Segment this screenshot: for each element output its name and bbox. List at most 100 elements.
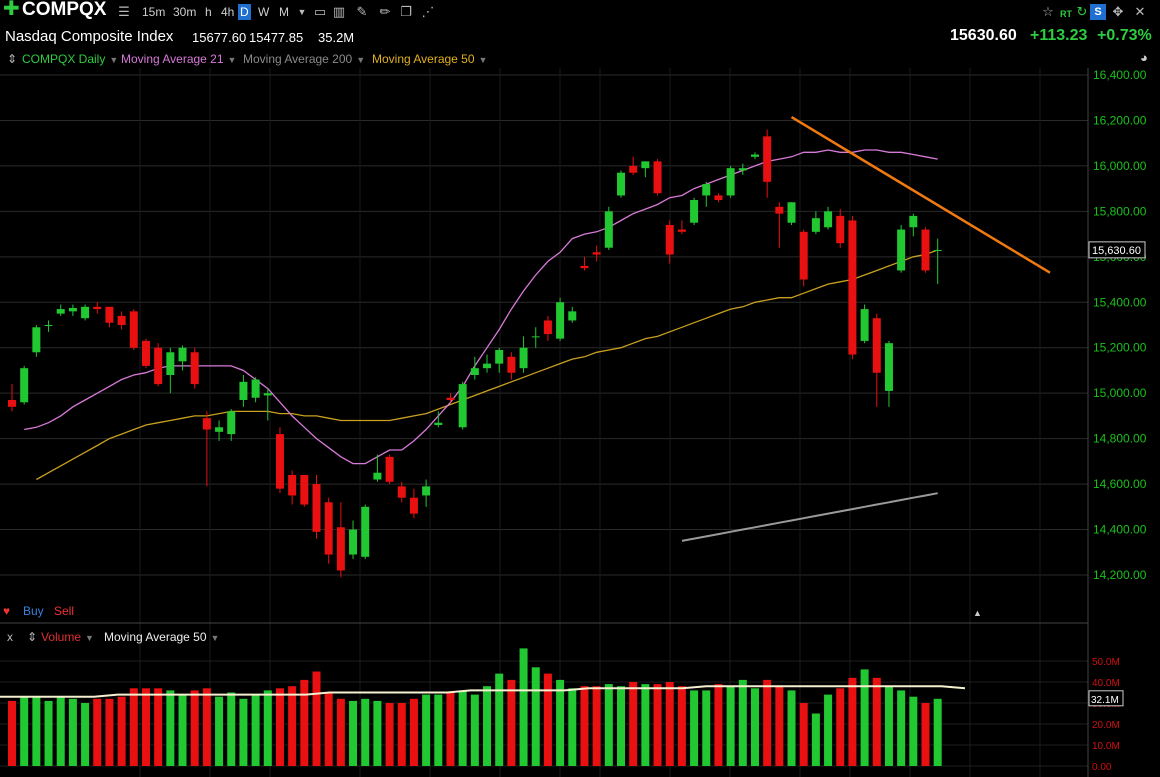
candle xyxy=(178,345,187,371)
volume-bar xyxy=(592,686,601,766)
candle xyxy=(251,377,260,403)
volume-bar xyxy=(726,686,735,766)
legend-ma200[interactable]: Moving Average 200 ▼ xyxy=(243,52,365,66)
candle xyxy=(434,411,443,428)
candle-body xyxy=(799,231,808,280)
current-price-label: 15,630.60 xyxy=(1092,245,1141,257)
candle xyxy=(884,340,893,407)
legend-ma50[interactable]: Moving Average 50 ▼ xyxy=(372,52,487,66)
candle-body xyxy=(750,154,759,157)
candle xyxy=(629,156,638,175)
candle xyxy=(312,475,321,539)
interval-w[interactable]: W xyxy=(258,5,270,19)
add-symbol-icon[interactable]: ✚ xyxy=(3,0,20,20)
sort-icon[interactable]: ⇕ xyxy=(7,52,18,66)
legend-price-label: COMPQX Daily xyxy=(22,52,106,66)
volume-bar xyxy=(933,698,942,766)
volume-tick-label: 10.0M xyxy=(1092,741,1120,752)
refresh-icon[interactable]: ↻ xyxy=(1076,4,1088,19)
legend-price[interactable]: COMPQX Daily ▼ xyxy=(22,52,118,66)
volume-tick-label: 50.0M xyxy=(1092,657,1120,668)
symbol-label[interactable]: COMPQX xyxy=(22,0,107,20)
rt-icon[interactable]: RT xyxy=(1060,9,1072,19)
legend-volume[interactable]: Volume ▼ xyxy=(41,630,94,644)
pencil-icon[interactable]: ✏ xyxy=(379,4,391,19)
legend-volume-ma50[interactable]: Moving Average 50 ▼ xyxy=(104,630,219,644)
chevron-down-icon: ▼ xyxy=(227,55,237,65)
layers-icon[interactable]: ❐ xyxy=(400,4,412,19)
candle xyxy=(653,159,662,196)
candle-body xyxy=(227,411,236,435)
candle xyxy=(105,306,114,328)
palette-icon[interactable]: ◕ xyxy=(1140,50,1148,65)
candle xyxy=(714,193,723,203)
s-badge-icon[interactable]: S xyxy=(1090,4,1106,20)
volume-bar xyxy=(860,669,869,766)
candle xyxy=(592,245,601,262)
candle-body xyxy=(300,475,309,505)
close-icon[interactable]: ✕ xyxy=(1134,4,1146,19)
candle xyxy=(556,297,565,341)
price-tick-label: 14,400.00 xyxy=(1093,523,1147,537)
interval-30m[interactable]: 30m xyxy=(173,5,197,19)
move-icon[interactable]: ✥ xyxy=(1112,4,1124,19)
candle-body xyxy=(470,368,479,375)
list-icon[interactable]: ☰ xyxy=(118,4,130,19)
candle xyxy=(20,365,29,405)
candle xyxy=(44,320,53,332)
volume-bar xyxy=(154,688,163,766)
chevron-down-icon[interactable]: ▼ xyxy=(297,7,307,17)
candle xyxy=(361,504,370,560)
candle-body xyxy=(105,306,114,323)
volume-bar xyxy=(872,677,881,766)
volume-bar xyxy=(385,703,394,766)
candle xyxy=(263,388,272,421)
candle-body xyxy=(483,363,492,369)
interval-d[interactable]: D xyxy=(238,4,251,20)
volume-bar xyxy=(288,686,297,766)
trade-icon[interactable]: ♥ xyxy=(3,604,11,618)
buy-button[interactable]: Buy xyxy=(23,604,44,618)
candle xyxy=(580,256,589,271)
volume-bar xyxy=(799,703,808,766)
share-icon[interactable]: ⋰ xyxy=(421,4,435,19)
sort-icon[interactable]: ⇕ xyxy=(27,630,38,644)
scroll-up-icon[interactable]: ▲ xyxy=(973,608,982,618)
candle xyxy=(397,481,406,503)
interval-m[interactable]: M xyxy=(279,5,289,19)
candle xyxy=(324,497,333,564)
trendline[interactable] xyxy=(790,115,1051,274)
candle-body xyxy=(531,336,540,338)
legend-ma21[interactable]: Moving Average 21 ▼ xyxy=(121,52,236,66)
volume-bar xyxy=(373,700,382,766)
candle-body xyxy=(56,309,65,314)
sell-button[interactable]: Sell xyxy=(54,604,75,618)
volume-bar xyxy=(446,692,455,766)
candle xyxy=(702,181,711,207)
bars-icon[interactable]: ▥ xyxy=(332,4,346,19)
candle-body xyxy=(117,315,126,325)
chart-type-icon[interactable]: ▭ xyxy=(313,4,327,19)
volume-bar xyxy=(897,690,906,766)
star-icon[interactable]: ☆ xyxy=(1042,4,1054,19)
volume-bar xyxy=(836,688,845,766)
candle xyxy=(811,211,820,235)
interval-h[interactable]: h xyxy=(205,5,212,19)
volume-bar xyxy=(470,694,479,766)
candle-body xyxy=(507,356,516,373)
candle xyxy=(336,502,345,578)
candle xyxy=(68,304,77,316)
edit-icon[interactable]: ✎ xyxy=(356,4,368,19)
candle xyxy=(775,202,784,248)
volume-bar xyxy=(32,696,41,766)
candle xyxy=(129,309,138,350)
price-axis[interactable]: 16,400.00 16,200.00 16,000.00 15,800.00 15,6… xyxy=(1088,68,1147,582)
candle xyxy=(897,225,906,273)
volume-bar xyxy=(909,696,918,766)
interval-15m[interactable]: 15m xyxy=(142,5,166,19)
interval-4h[interactable]: 4h xyxy=(221,5,235,19)
price-change-percent: +0.73% xyxy=(1097,27,1152,44)
close-panel-button[interactable]: x xyxy=(7,630,13,644)
